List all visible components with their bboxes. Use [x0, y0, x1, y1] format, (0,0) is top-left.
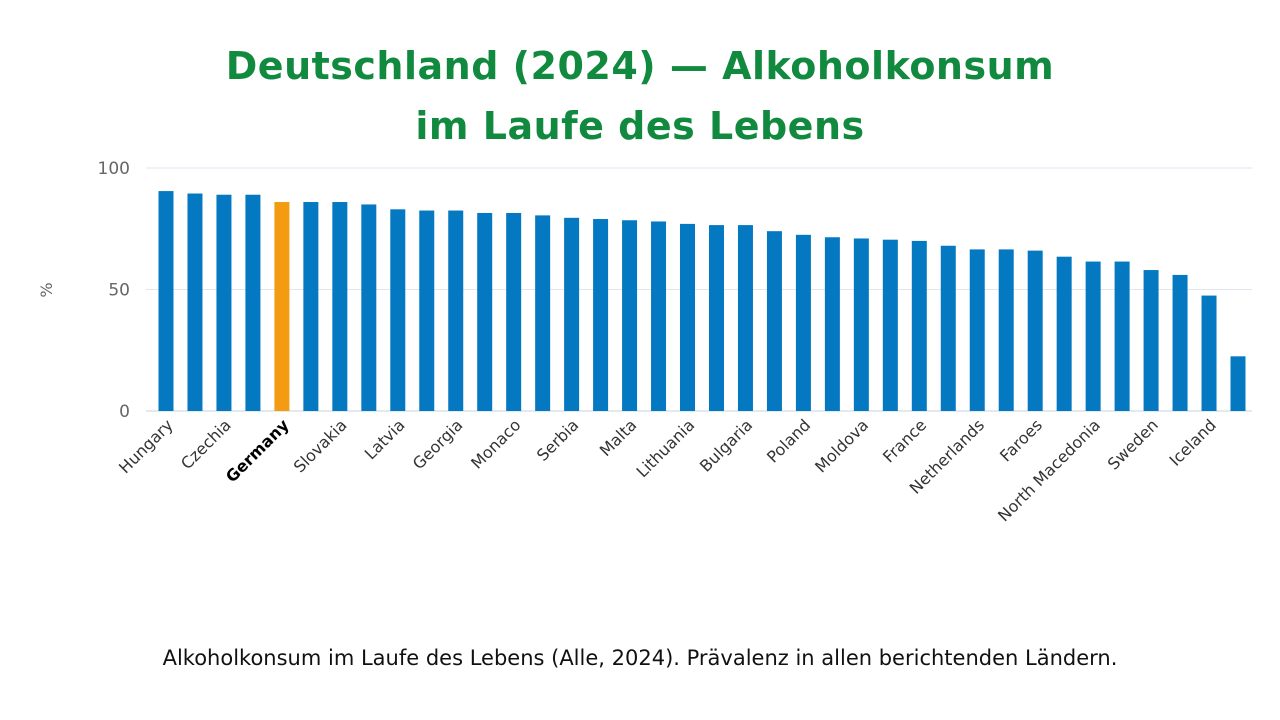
- bar-17: [651, 221, 667, 411]
- x-tick-label: Moldova: [811, 415, 872, 476]
- x-tick-label: Latvia: [361, 415, 409, 463]
- bar-sweden: [1143, 270, 1159, 411]
- bars: [158, 191, 1246, 411]
- bar-13: [535, 215, 551, 411]
- bar-31: [1056, 256, 1072, 411]
- x-tick-label: Bulgaria: [696, 415, 756, 475]
- x-tick-label: France: [879, 415, 930, 466]
- x-tick-label: Slovakia: [290, 415, 351, 476]
- x-tick-label: North Macedonia: [994, 415, 1104, 525]
- bar-poland: [795, 234, 811, 411]
- bar-iceland: [1201, 295, 1217, 411]
- bar-monaco: [506, 212, 522, 411]
- bar-37: [1230, 356, 1246, 411]
- bar-35: [1172, 274, 1188, 411]
- bar-malta: [622, 220, 638, 411]
- bar-9: [419, 210, 435, 411]
- x-tick-label: Georgia: [409, 415, 467, 473]
- bar-faroes: [1027, 250, 1043, 411]
- bar-1: [187, 193, 203, 411]
- bar-moldova: [853, 238, 869, 411]
- y-tick-label: 0: [119, 402, 130, 422]
- bar-lithuania: [680, 223, 696, 411]
- bar-france: [911, 240, 927, 411]
- x-tick-label: Malta: [596, 415, 641, 460]
- y-tick-label: 50: [108, 281, 130, 301]
- bar-15: [593, 219, 609, 411]
- bar-3: [245, 194, 261, 411]
- bar-north-macedonia: [1085, 261, 1101, 411]
- bar-czechia: [216, 194, 232, 411]
- bar-11: [477, 212, 493, 411]
- x-tick-label: Faroes: [996, 415, 1046, 465]
- y-tick-label: 100: [98, 159, 130, 179]
- bar-25: [882, 239, 898, 411]
- x-tick-label: Poland: [763, 415, 814, 466]
- bar-19: [708, 225, 724, 411]
- x-tick-label: Germany: [222, 415, 293, 486]
- bar-georgia: [448, 210, 464, 411]
- x-tick-label: Sweden: [1104, 415, 1162, 473]
- x-tick-label: Serbia: [533, 415, 582, 464]
- bar-slovakia: [332, 202, 348, 411]
- chart-title-line-2: im Laufe des Lebens: [415, 104, 865, 148]
- bar-germany: [274, 202, 290, 411]
- x-tick-label: Hungary: [115, 415, 177, 477]
- bar-23: [824, 237, 840, 411]
- bar-netherlands: [969, 249, 985, 411]
- bar-bulgaria: [737, 225, 753, 411]
- x-tick-label: Lithuania: [633, 415, 699, 481]
- x-tick-label: Czechia: [177, 415, 235, 473]
- bar-7: [361, 204, 377, 411]
- y-axis-label: %: [37, 282, 56, 297]
- x-tick-label: Iceland: [1165, 415, 1219, 469]
- bar-33: [1114, 261, 1130, 411]
- bar-29: [998, 249, 1014, 411]
- bar-serbia: [564, 217, 580, 411]
- y-axis: 0 50 100%: [37, 159, 130, 422]
- bar-hungary: [158, 191, 174, 411]
- bar-27: [940, 245, 956, 411]
- bar-21: [766, 231, 782, 411]
- bar-5: [303, 202, 319, 411]
- chart-caption: Alkoholkonsum im Laufe des Lebens (Alle,…: [162, 646, 1118, 670]
- chart-title-line-1: Deutschland (2024) — Alkoholkonsum: [225, 44, 1055, 88]
- x-tick-label: Monaco: [467, 415, 524, 472]
- bar-latvia: [390, 209, 406, 411]
